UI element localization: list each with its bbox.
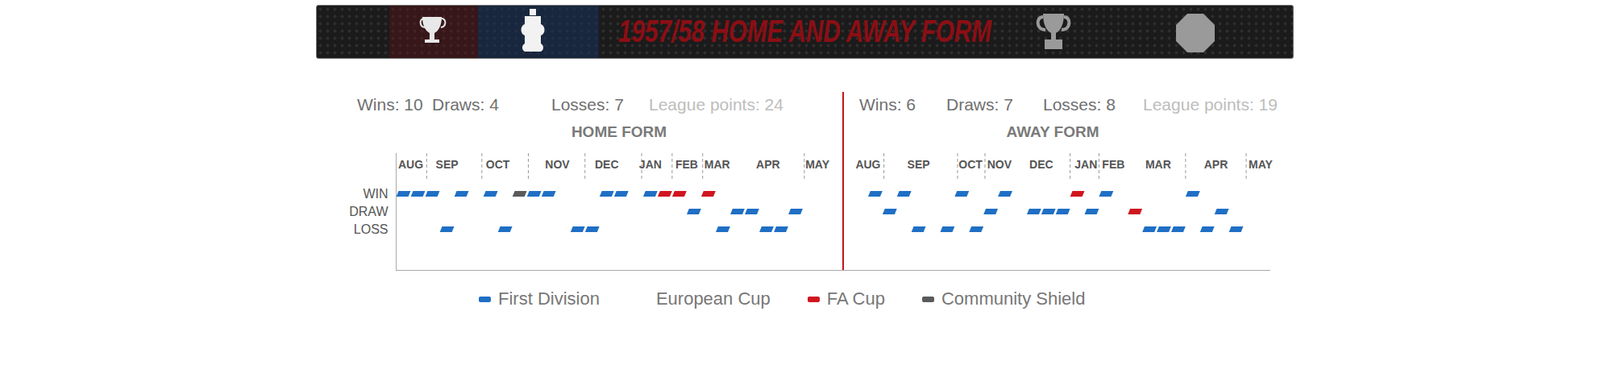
svg-text:FEB: FEB (675, 157, 699, 171)
svg-text:NOV: NOV (544, 157, 570, 171)
html-text:League points: 19: League points: 19 (1142, 95, 1278, 114)
html-text:1957/58 HOME AND AWAY FORM: 1957/58 HOME AND AWAY FORM (618, 14, 992, 49)
html-text:Wins: 10: Wins: 10 (357, 95, 423, 114)
html-text:European Cup: European Cup (656, 288, 771, 309)
svg-text:NOV: NOV (987, 157, 1013, 171)
svg-text:DRAW: DRAW (349, 204, 389, 219)
svg-text:MAR: MAR (1145, 157, 1172, 171)
html-text:FA Cup: FA Cup (826, 288, 886, 309)
svg-text:APR: APR (756, 157, 781, 171)
svg-text:LOSS: LOSS (353, 222, 389, 237)
svg-text:MAY: MAY (1248, 157, 1273, 171)
html-text:Losses: 7: Losses: 7 (551, 95, 624, 114)
html-text:Community Shield: Community Shield (941, 288, 1086, 309)
svg-text:APR: APR (1204, 157, 1229, 171)
svg-text:JAN: JAN (639, 157, 662, 171)
svg-text:DEC: DEC (1029, 157, 1054, 171)
html-text:AWAY FORM: AWAY FORM (1006, 123, 1100, 141)
svg-text:SEP: SEP (436, 157, 459, 171)
svg-text:AUG: AUG (855, 157, 881, 171)
html-text:HOME FORM: HOME FORM (571, 123, 667, 141)
svg-text:DEC: DEC (594, 157, 620, 171)
html-text:League points: 24: League points: 24 (648, 95, 784, 114)
html-text:Draws: 7: Draws: 7 (946, 95, 1014, 114)
svg-text:WIN: WIN (362, 187, 388, 201)
html-text:First Division: First Division (498, 288, 600, 309)
svg-text:JAN: JAN (1074, 157, 1098, 171)
svg-text:OCT: OCT (958, 157, 983, 171)
html-text:Wins: 6: Wins: 6 (859, 95, 916, 114)
svg-text:SEP: SEP (907, 157, 931, 171)
html-text:Draws: 4: Draws: 4 (432, 95, 499, 114)
svg-text:MAR: MAR (704, 157, 731, 171)
svg-text:MAY: MAY (805, 157, 830, 171)
html-text:Losses: 8: Losses: 8 (1043, 95, 1116, 114)
svg-text:FEB: FEB (1101, 157, 1125, 171)
svg-text:AUG: AUG (398, 157, 424, 171)
svg-text:OCT: OCT (486, 157, 511, 171)
